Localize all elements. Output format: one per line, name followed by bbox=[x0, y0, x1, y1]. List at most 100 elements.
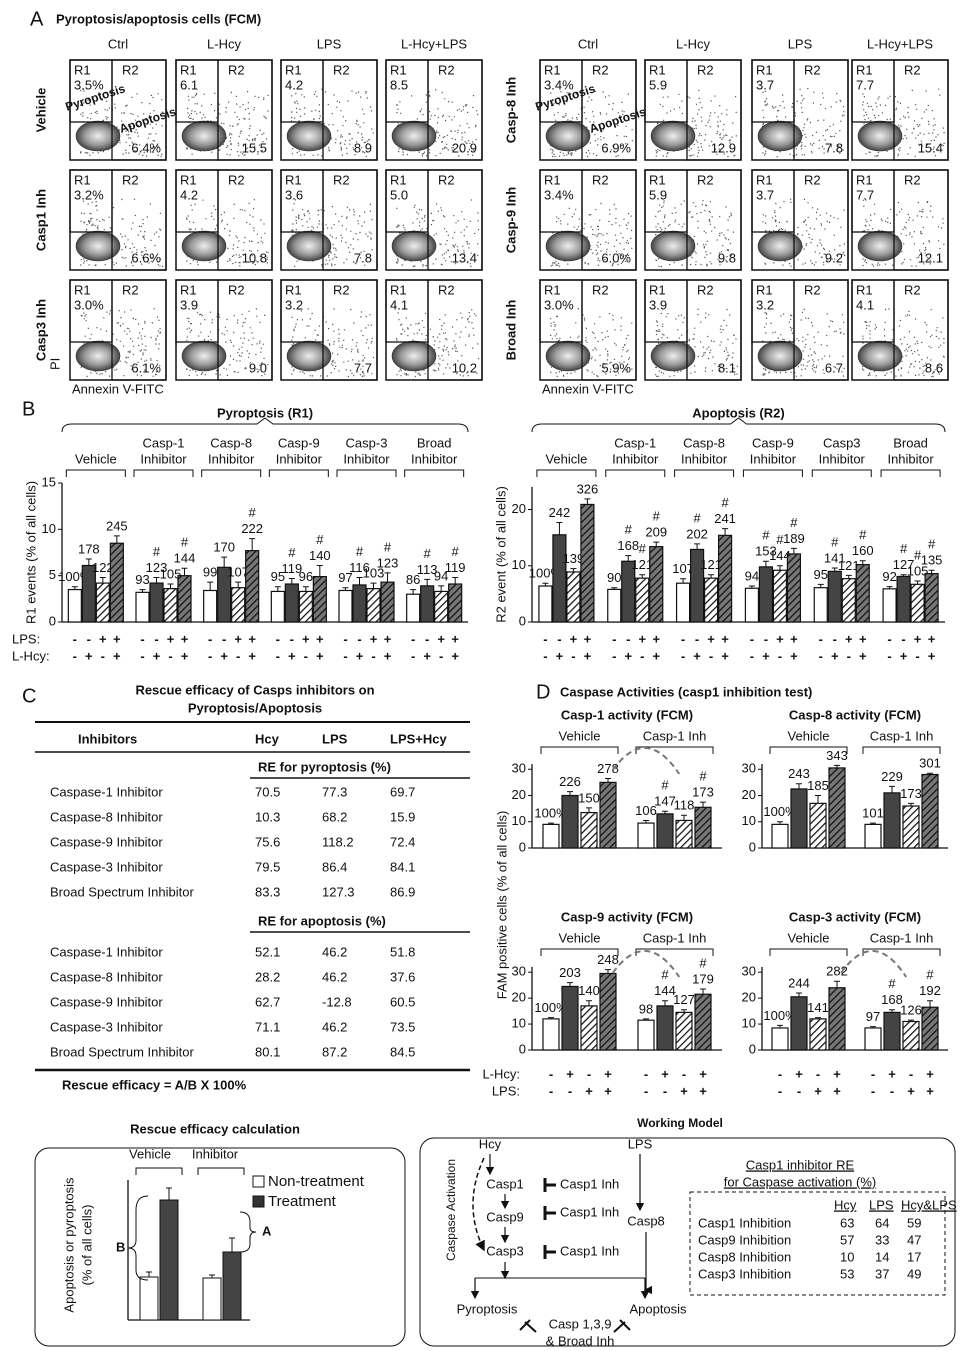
bar bbox=[353, 585, 366, 622]
table-title: Rescue efficacy of Casps inhibitors on bbox=[135, 682, 374, 697]
table-cell: 68.2 bbox=[322, 809, 347, 824]
bar bbox=[772, 1028, 788, 1050]
significance-mark: # bbox=[693, 510, 701, 525]
table-title: for Caspase activation (%) bbox=[724, 1174, 876, 1189]
significance-mark: # bbox=[384, 539, 392, 554]
table-cell: Casp3 Inhibition bbox=[698, 1266, 791, 1281]
bar bbox=[705, 578, 718, 622]
bar bbox=[925, 574, 938, 622]
gate-label: R2 bbox=[333, 62, 350, 77]
diagram-title: Working Model bbox=[637, 1116, 723, 1130]
bar-annotation: 126 bbox=[900, 1003, 922, 1018]
table-cell: Casp8 Inhibition bbox=[698, 1249, 791, 1264]
r2-value: 7.8 bbox=[825, 140, 843, 155]
schematic-errors bbox=[146, 1188, 235, 1278]
y-tick-label: 0 bbox=[49, 613, 56, 628]
r2-value: 10.2 bbox=[452, 360, 477, 375]
bar bbox=[810, 803, 826, 848]
treatment-sign: + bbox=[776, 631, 784, 646]
table-cell: 83.3 bbox=[255, 884, 280, 899]
r2-value: 6.9% bbox=[601, 140, 631, 155]
y-tick-label: 20 bbox=[742, 787, 756, 802]
bar-annotation: 90 bbox=[607, 570, 621, 585]
table-cell: Caspase-1 Inhibitor bbox=[50, 784, 163, 799]
treatment-sign: - bbox=[73, 631, 77, 646]
table-cell: 84.1 bbox=[390, 859, 415, 874]
y-axis-label: Apoptosis or pyroptosis bbox=[61, 1177, 76, 1313]
treatment-sign: - bbox=[644, 1066, 648, 1081]
bar bbox=[381, 582, 394, 622]
bar-annotation: 326 bbox=[577, 481, 599, 496]
table-header: Hcy bbox=[834, 1197, 857, 1212]
bar bbox=[204, 590, 217, 622]
significance-mark: # bbox=[721, 495, 729, 510]
treatment-sign: - bbox=[682, 1066, 686, 1081]
bar bbox=[608, 589, 621, 622]
r2-value: 7.8 bbox=[354, 250, 372, 265]
y-tick-label: 20 bbox=[512, 787, 526, 802]
gate-label: R1 bbox=[74, 282, 91, 297]
treatment-sign: - bbox=[290, 631, 294, 646]
inhibitor-label: Casp1 Inh bbox=[560, 1243, 619, 1258]
treatment-sign: - bbox=[709, 648, 713, 663]
error-bar bbox=[438, 586, 444, 592]
error-bar bbox=[722, 529, 728, 536]
treatment-sign: - bbox=[568, 1083, 572, 1098]
bar-annotation: 178 bbox=[78, 541, 100, 556]
panel-title: Caspase Activities (casp1 inhibition tes… bbox=[560, 684, 812, 699]
error-bar bbox=[452, 578, 458, 584]
comparison-arc bbox=[613, 748, 680, 774]
treatment-sign: + bbox=[833, 1083, 841, 1098]
gate-label: R2 bbox=[438, 282, 455, 297]
significance-mark: # bbox=[316, 532, 324, 547]
r2-value: 6.7 bbox=[825, 360, 843, 375]
treatment-sign: - bbox=[778, 1066, 782, 1081]
panel-letter: A bbox=[30, 8, 44, 30]
bar-annotation: 168 bbox=[617, 538, 639, 553]
table-cell: 87.2 bbox=[322, 1044, 347, 1059]
bar-annotation: 245 bbox=[106, 518, 128, 533]
cell-cluster bbox=[858, 121, 902, 151]
x-axis-label: Annexin V-FITC bbox=[72, 381, 164, 396]
y-tick-label: 10 bbox=[512, 1016, 526, 1031]
group-bracket bbox=[66, 470, 125, 477]
error-bar bbox=[927, 1001, 933, 1007]
cell-cluster bbox=[546, 121, 590, 151]
r1-value: 5.9 bbox=[649, 77, 667, 92]
schematic-title: Rescue efficacy calculation bbox=[130, 1121, 300, 1136]
treatment-sign: + bbox=[721, 648, 729, 663]
r2-value: 6.0% bbox=[601, 250, 631, 265]
treatment-sign: - bbox=[425, 631, 429, 646]
bar bbox=[759, 567, 772, 622]
panel-letter: D bbox=[536, 681, 550, 703]
error-bar bbox=[275, 587, 281, 592]
error-bar bbox=[791, 548, 797, 554]
treatment-sign: + bbox=[859, 631, 867, 646]
table-cell: 46.2 bbox=[322, 944, 347, 959]
treatment-sign: + bbox=[181, 631, 189, 646]
table-cell: 79.5 bbox=[255, 859, 280, 874]
significance-mark: # bbox=[831, 534, 839, 549]
y-tick-label: 30 bbox=[512, 761, 526, 776]
cell-cluster bbox=[392, 121, 436, 151]
schematic-bar bbox=[140, 1277, 158, 1320]
treatment-sign: - bbox=[208, 648, 212, 663]
r1-value: 5.0 bbox=[390, 187, 408, 202]
group-label: Inhibitor bbox=[140, 451, 187, 466]
significance-mark: # bbox=[859, 527, 867, 542]
table-cell: 15.9 bbox=[390, 809, 415, 824]
group-label: Casp3 bbox=[823, 435, 861, 450]
bar-annotation: 147 bbox=[654, 794, 676, 809]
brace-label: B bbox=[116, 1239, 125, 1254]
table-cell: Casp9 Inhibition bbox=[698, 1232, 791, 1247]
error-bar bbox=[700, 989, 706, 994]
treatment-sign: - bbox=[847, 648, 851, 663]
bar bbox=[865, 1028, 881, 1050]
error-bar bbox=[100, 578, 106, 584]
table-cell: 60.5 bbox=[390, 994, 415, 1009]
error-bar bbox=[586, 1001, 592, 1006]
table-cell: 84.5 bbox=[390, 1044, 415, 1059]
inhibit-bar bbox=[545, 1245, 556, 1259]
y-tick-label: 0 bbox=[749, 1041, 756, 1056]
error-bar bbox=[763, 561, 769, 567]
